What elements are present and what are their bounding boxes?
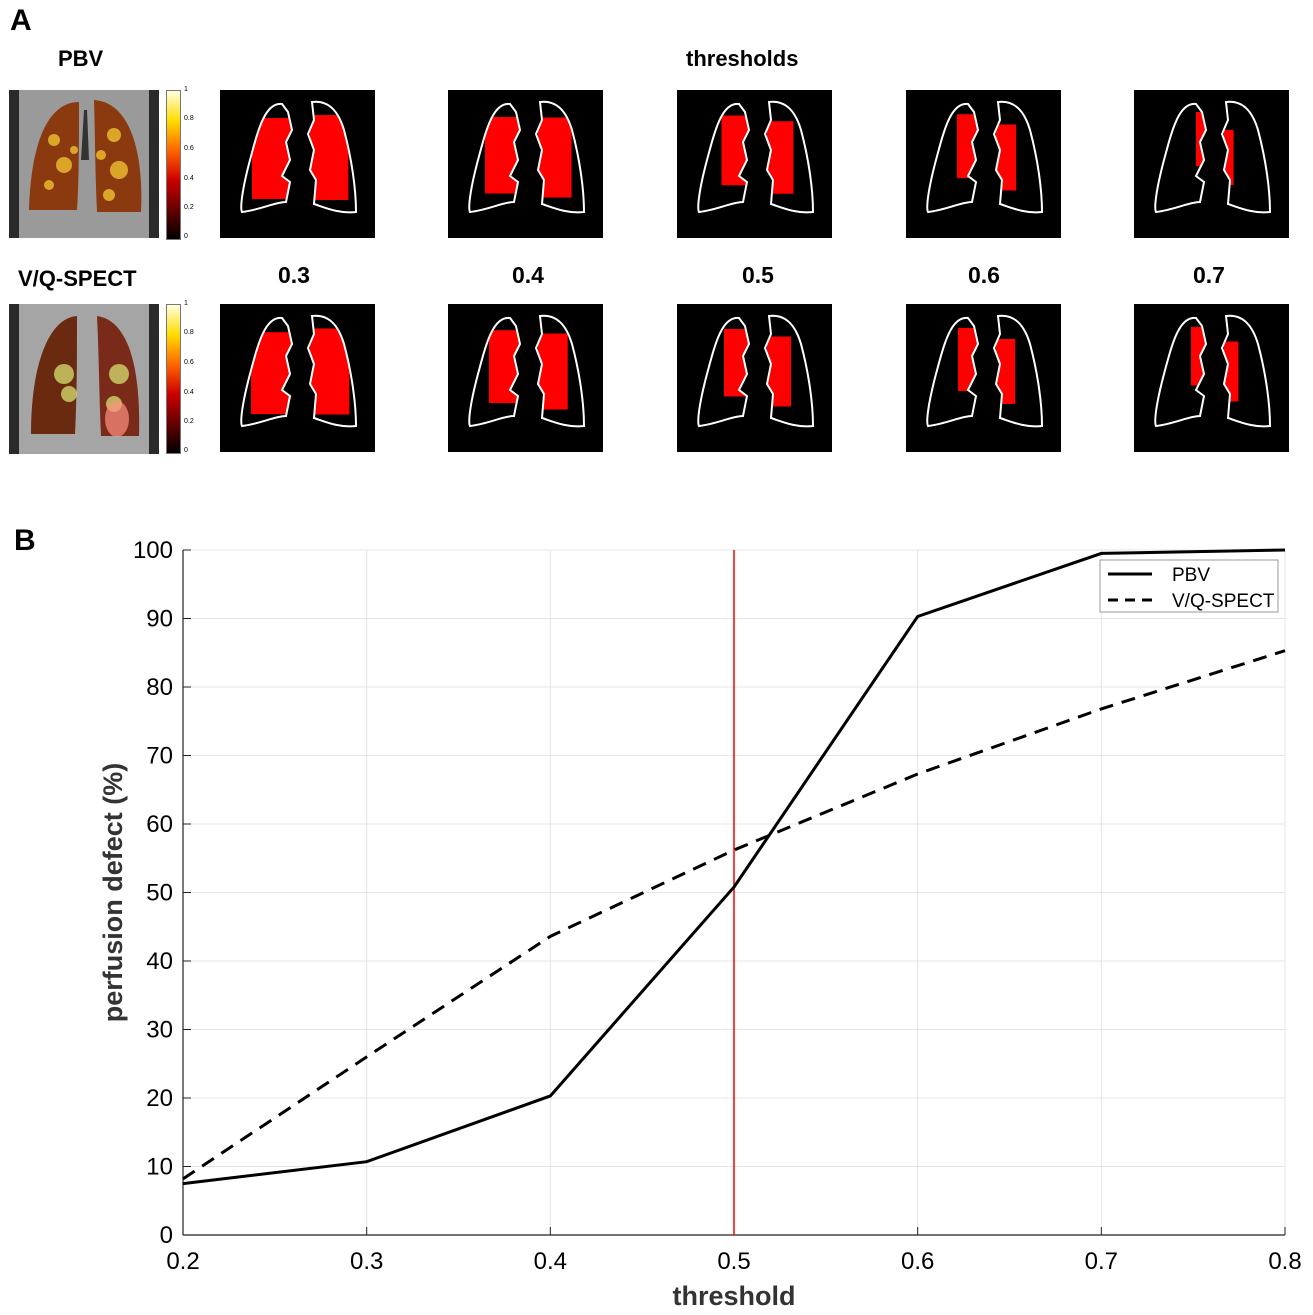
threshold-label: 0.3 <box>278 262 310 288</box>
pbv-colorbar: 1 0.8 0.6 0.4 0.2 0 <box>166 86 206 240</box>
y-tick-label: 80 <box>146 674 173 701</box>
series-line-pbv <box>182 548 1286 1186</box>
x-tick-label: 0.8 <box>1268 1248 1301 1275</box>
y-tick-label: 0 <box>160 1222 173 1249</box>
vq-colorbar-tick: 0 <box>184 447 188 454</box>
threshold-label: 0.7 <box>1193 262 1225 288</box>
vq-spect-threshold-map <box>448 304 603 452</box>
x-tick-label: 0.2 <box>166 1248 199 1275</box>
y-tick-label: 10 <box>146 1154 173 1181</box>
vq-colorbar-tick: 1 <box>184 300 188 307</box>
vq-spect-threshold-map <box>906 304 1061 452</box>
vq-spect-source-image <box>9 304 159 454</box>
x-axis-label: threshold <box>672 1281 795 1311</box>
pbv-threshold-map <box>906 90 1061 238</box>
y-tick-label: 70 <box>146 743 173 770</box>
pbv-colorbar-tick: 0 <box>184 233 188 240</box>
pbv-colorbar-tick: 1 <box>184 86 188 93</box>
vq-colorbar-tick: 0.8 <box>184 329 194 336</box>
y-tick-label: 40 <box>146 948 173 975</box>
vq-spect-threshold-map <box>220 304 375 452</box>
pbv-source-image <box>9 90 159 238</box>
x-tick-label: 0.5 <box>717 1248 750 1275</box>
x-tick-label: 0.6 <box>901 1248 934 1275</box>
panel-b-label: B <box>14 524 36 557</box>
threshold-label: 0.5 <box>742 262 774 288</box>
series-line-vq-spect <box>182 649 1286 1181</box>
y-tick-label: 30 <box>146 1017 173 1044</box>
y-tick-label: 50 <box>146 880 173 907</box>
y-axis-label: perfusion defect (%) <box>98 763 128 1023</box>
pbv-threshold-map <box>220 90 375 238</box>
legend-box <box>1099 559 1279 613</box>
vq-colorbar-tick: 0.2 <box>184 418 194 425</box>
y-tick-label: 20 <box>146 1085 173 1112</box>
pbv-colorbar-tick: 0.6 <box>184 145 194 152</box>
y-tick-label: 90 <box>146 606 173 633</box>
vq-spect-threshold-map <box>1134 304 1289 452</box>
x-tick-label: 0.4 <box>534 1248 567 1275</box>
y-tick-label: 60 <box>146 811 173 838</box>
pbv-threshold-map <box>448 90 603 238</box>
legend-entry: V/Q-SPECT <box>1172 591 1275 612</box>
vq-colorbar-tick: 0.4 <box>184 389 194 396</box>
pbv-colorbar-tick: 0.4 <box>184 175 194 182</box>
vq-spect-colorbar: 1 0.8 0.6 0.4 0.2 0 <box>166 300 206 454</box>
panel-a-label: A <box>10 4 32 37</box>
vq-colorbar-tick: 0.6 <box>184 359 194 366</box>
threshold-label: 0.6 <box>968 262 1000 288</box>
x-tick-label: 0.7 <box>1085 1248 1118 1275</box>
pbv-threshold-map <box>1134 90 1289 238</box>
row-label-vq-spect: V/Q-SPECT <box>18 266 137 291</box>
pbv-colorbar-tick: 0.2 <box>184 204 194 211</box>
thresholds-title: thresholds <box>686 46 799 71</box>
y-tick-label: 100 <box>133 537 173 564</box>
vq-spect-threshold-map <box>677 304 832 452</box>
row-label-pbv: PBV <box>58 46 104 71</box>
pbv-threshold-map <box>677 90 832 238</box>
legend-entry: PBV <box>1172 565 1210 586</box>
pbv-colorbar-tick: 0.8 <box>184 115 194 122</box>
threshold-label: 0.4 <box>512 262 544 288</box>
perfusion-line-chart: 0.2 0.3 0.4 0.5 0.6 0.7 0.8 0 10 20 30 40 50 60 70 80 90… <box>98 537 1302 1311</box>
x-tick-label: 0.3 <box>350 1248 383 1275</box>
